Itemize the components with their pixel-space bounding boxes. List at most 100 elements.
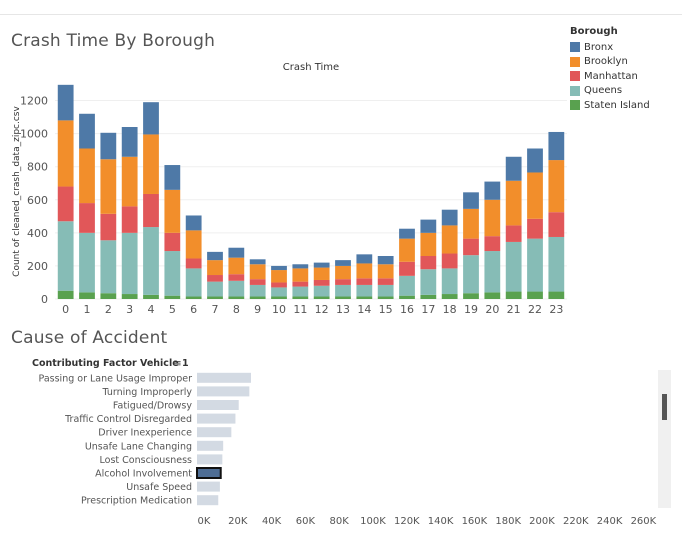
legend-label: Queens bbox=[584, 85, 623, 97]
bar-segment-manhattan bbox=[143, 193, 159, 228]
bar-segment-queens bbox=[356, 284, 373, 297]
category-label: Turning Improperly bbox=[102, 387, 193, 398]
bar-segment-queens bbox=[271, 287, 287, 297]
x-tick-label: 120K bbox=[394, 516, 420, 527]
bar-segment-staten-island bbox=[377, 296, 394, 299]
bar-segment-bronx bbox=[57, 84, 74, 121]
bar-segment-staten-island bbox=[185, 296, 202, 299]
bar-segment-manhattan bbox=[57, 186, 74, 222]
bar-segment-bronx bbox=[399, 228, 415, 239]
legend-item-bronx[interactable]: Bronx bbox=[570, 40, 650, 55]
bar-segment-bronx bbox=[441, 209, 458, 226]
bar-segment-bronx bbox=[121, 127, 138, 157]
x-tick-label: 4 bbox=[148, 303, 155, 316]
bar-segment-brooklyn bbox=[249, 264, 266, 280]
bar-segment-brooklyn bbox=[271, 270, 287, 283]
x-tick-label: 9 bbox=[254, 303, 261, 316]
bar bbox=[197, 372, 251, 383]
y-tick-label: 1200 bbox=[20, 95, 48, 108]
legend-label: Staten Island bbox=[584, 99, 650, 111]
bar-segment-bronx bbox=[505, 156, 522, 181]
scrollbar-thumb[interactable] bbox=[662, 394, 667, 420]
sort-icon[interactable]: ≡ bbox=[174, 359, 182, 369]
bar-segment-brooklyn bbox=[207, 260, 223, 276]
bar-segment-queens bbox=[527, 238, 543, 292]
y-tick-label: 400 bbox=[27, 227, 48, 240]
x-tick-label: 0K bbox=[198, 516, 211, 527]
x-tick-label: 16 bbox=[400, 303, 414, 316]
bar-segment-staten-island bbox=[527, 291, 543, 299]
bar-segment-staten-island bbox=[143, 294, 159, 299]
x-tick-label: 21 bbox=[507, 303, 521, 316]
bar-segment-brooklyn bbox=[143, 134, 159, 194]
bar-segment-staten-island bbox=[399, 295, 415, 299]
legend-item-queens[interactable]: Queens bbox=[570, 84, 650, 99]
x-tick-label: 11 bbox=[293, 303, 307, 316]
x-tick-label: 23 bbox=[549, 303, 563, 316]
y-tick-label: 1000 bbox=[20, 128, 48, 141]
bar-segment-queens bbox=[185, 268, 202, 297]
bar-segment-brooklyn bbox=[377, 264, 394, 279]
x-tick-label: 10 bbox=[272, 303, 286, 316]
bar-segment-bronx bbox=[463, 192, 479, 209]
bar bbox=[197, 386, 250, 397]
bar-segment-queens bbox=[207, 281, 223, 297]
bar-segment-staten-island bbox=[271, 296, 287, 299]
legend-title: Borough bbox=[570, 26, 618, 37]
x-tick-label: 17 bbox=[421, 303, 435, 316]
bar-segment-queens bbox=[313, 285, 330, 297]
bar-segment-queens bbox=[121, 232, 138, 295]
bar-segment-brooklyn bbox=[441, 225, 458, 254]
legend-item-brooklyn[interactable]: Brooklyn bbox=[570, 55, 650, 70]
bar-segment-manhattan bbox=[548, 212, 565, 237]
bar-segment-staten-island bbox=[164, 295, 181, 299]
bar-segment-queens bbox=[420, 269, 437, 295]
bar-segment-staten-island bbox=[441, 294, 458, 299]
bar-segment-staten-island bbox=[505, 291, 522, 299]
x-tick-label: 5 bbox=[169, 303, 176, 316]
bar-segment-staten-island bbox=[100, 293, 117, 299]
borough-legend[interactable]: Borough Bronx Brooklyn Manhattan Queens … bbox=[570, 26, 650, 113]
bar-segment-staten-island bbox=[57, 290, 74, 299]
bar-segment-queens bbox=[249, 284, 266, 297]
scrollbar-track[interactable] bbox=[658, 370, 671, 508]
bar bbox=[197, 481, 220, 492]
bar-segment-manhattan bbox=[505, 225, 522, 242]
bar-segment-brooklyn bbox=[292, 268, 309, 282]
bar-segment-brooklyn bbox=[100, 159, 117, 214]
bar-segment-manhattan bbox=[271, 282, 287, 288]
bar-segment-staten-island bbox=[79, 292, 95, 299]
bar-segment-staten-island bbox=[484, 292, 501, 299]
bar-segment-queens bbox=[79, 232, 95, 293]
category-label: Alcohol Involvement bbox=[95, 469, 192, 480]
bar-segment-queens bbox=[377, 284, 394, 297]
legend-item-manhattan[interactable]: Manhattan bbox=[570, 69, 650, 84]
bar-segment-queens bbox=[292, 286, 309, 297]
bar-segment-staten-island bbox=[292, 296, 309, 299]
bar-segment-manhattan bbox=[420, 256, 437, 270]
bar bbox=[197, 427, 232, 438]
category-label: Prescription Medication bbox=[81, 496, 192, 507]
bar-segment-bronx bbox=[335, 260, 351, 266]
category-label: Unsafe Lane Changing bbox=[85, 441, 192, 452]
x-tick-label: 240K bbox=[597, 516, 623, 527]
bar-segment-queens bbox=[505, 241, 522, 292]
x-tick-label: 20 bbox=[485, 303, 499, 316]
bar-segment-brooklyn bbox=[185, 230, 202, 259]
bar-segment-bronx bbox=[228, 247, 245, 258]
legend-item-staten-island[interactable]: Staten Island bbox=[570, 98, 650, 113]
x-tick-label: 260K bbox=[631, 516, 657, 527]
bar-segment-manhattan bbox=[207, 275, 223, 282]
y-tick-label: 600 bbox=[27, 194, 48, 207]
bar-segment-brooklyn bbox=[399, 238, 415, 262]
bar-segment-manhattan bbox=[121, 206, 138, 233]
bar-segment-bronx bbox=[527, 148, 543, 173]
bar-segment-manhattan bbox=[292, 281, 309, 287]
bar-segment-staten-island bbox=[121, 294, 138, 299]
bar-segment-manhattan bbox=[249, 279, 266, 285]
x-tick-label: 22 bbox=[528, 303, 542, 316]
chart1-title: Crash Time By Borough bbox=[11, 31, 216, 51]
x-tick-label: 220K bbox=[563, 516, 589, 527]
bar-segment-bronx bbox=[207, 251, 223, 261]
bar-segment-queens bbox=[228, 280, 245, 297]
